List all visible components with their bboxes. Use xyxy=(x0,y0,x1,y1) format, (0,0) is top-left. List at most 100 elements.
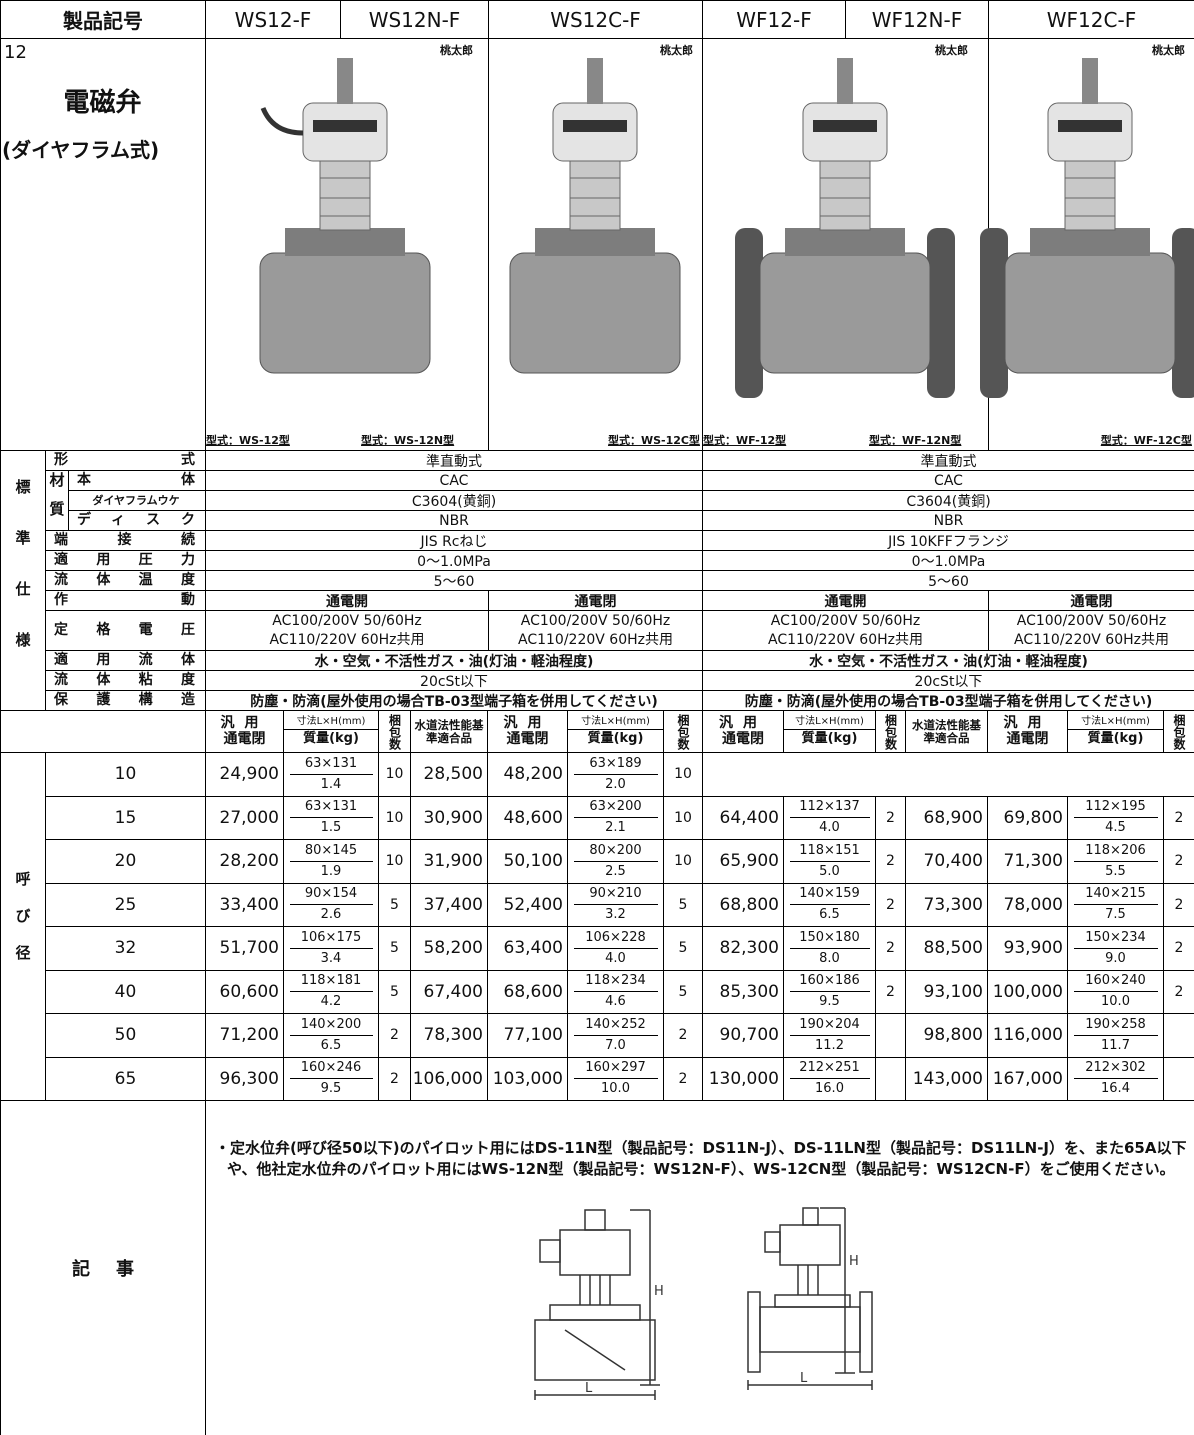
spec-value: AC100/200V 50/60Hz AC110/220V 60Hz共用 xyxy=(488,610,702,650)
page-number: 12 xyxy=(4,42,27,63)
pack-qty: 2 xyxy=(378,1013,410,1057)
price: 103,000 xyxy=(487,1056,567,1100)
price-header: 梱包数 xyxy=(875,710,905,752)
pack-qty: 2 xyxy=(1163,969,1194,1013)
mass: 4.5 xyxy=(1105,820,1126,836)
mass: 6.5 xyxy=(320,1037,342,1053)
price: 73,300 xyxy=(905,882,987,926)
spec-value: NBR xyxy=(702,510,1194,530)
dimensions: 63×131 xyxy=(289,754,373,775)
dimensions: 140×252 xyxy=(573,1015,658,1036)
spec-value-line: AC110/220V 60Hz共用 xyxy=(269,631,425,648)
mass: 6.5 xyxy=(819,907,840,923)
spec-label: 作動 xyxy=(45,590,205,610)
model-caption: 型式：WF-12型 xyxy=(703,434,787,447)
valve-shape xyxy=(927,228,955,398)
dimensions: 90×154 xyxy=(289,884,373,906)
spec-label: 定格電圧 xyxy=(45,610,205,650)
valve-shape xyxy=(785,228,905,256)
notes-cell xyxy=(205,1100,1194,1435)
mass: 9.5 xyxy=(819,994,840,1010)
valve-shape xyxy=(587,58,603,104)
spec-value: AC100/200V 50/60Hz AC110/220V 60Hz共用 xyxy=(205,610,488,650)
brand: 桃太郎 xyxy=(1152,44,1185,57)
price-header-text: 汎用 xyxy=(1003,715,1052,732)
spec-value: 通電閉 xyxy=(488,590,702,610)
price: 93,100 xyxy=(905,969,987,1013)
dim-label: L xyxy=(585,1381,593,1396)
dimensions: 150×234 xyxy=(1073,928,1158,949)
nominal-size: 40 xyxy=(45,969,205,1013)
spec-subgroup-label: 材質 xyxy=(45,470,68,530)
price: 60,600 xyxy=(205,969,283,1013)
pack-qty: 10 xyxy=(378,795,410,839)
price: 52,400 xyxy=(487,882,567,926)
mass: 4.2 xyxy=(320,994,342,1010)
spec-value-line: AC110/220V 60Hz共用 xyxy=(768,631,923,648)
dims-cell: 118×206 5.5 xyxy=(1067,839,1163,883)
price-header-text: 汎用 xyxy=(220,715,269,732)
valve-shape xyxy=(1172,228,1194,398)
spec-label: 流体粘度 xyxy=(45,670,205,690)
dimensions: 140×215 xyxy=(1073,884,1158,906)
dims-cell: 106×228 4.0 xyxy=(567,926,663,970)
price-header-text: 梱包数 xyxy=(676,713,690,750)
price: 106,000 xyxy=(410,1056,487,1100)
dims-cell: 106×175 3.4 xyxy=(283,926,378,970)
spec-value: 通電開 xyxy=(205,590,488,610)
model-name: WF12N-F xyxy=(845,0,988,38)
pack-qty: 2 xyxy=(875,926,905,970)
mass: 5.5 xyxy=(1105,863,1126,879)
pack-qty: 5 xyxy=(663,926,702,970)
spec-label: ダイヤフラムウケ xyxy=(68,490,205,510)
price: 51,700 xyxy=(205,926,283,970)
spec-value: CAC xyxy=(702,470,1194,490)
spec-value: JIS Rcねじ xyxy=(205,530,702,550)
pack-qty: 2 xyxy=(1163,882,1194,926)
valve-shape xyxy=(735,228,763,398)
valve-photos xyxy=(259,58,1194,398)
pack-qty: 10 xyxy=(378,839,410,883)
price: 63,400 xyxy=(487,926,567,970)
price-header-text: 質量(kg) xyxy=(303,731,359,747)
spec-value: 5～60 xyxy=(702,570,1194,590)
nominal-size: 20 xyxy=(45,839,205,883)
dims-cell: 160×297 10.0 xyxy=(567,1056,663,1100)
valve-shape xyxy=(1065,177,1115,217)
price-header: 寸法L×H(mm) 質量(kg) xyxy=(283,710,378,752)
nominal-size: 10 xyxy=(45,752,205,796)
dims-cell: 150×180 8.0 xyxy=(783,926,875,970)
nominal-size: 15 xyxy=(45,795,205,839)
spec-value: 20cSt以下 xyxy=(702,670,1194,690)
spec-label: 適用流体 xyxy=(45,650,205,670)
price-header-text: 寸法L×H(mm) xyxy=(568,716,663,731)
price-header: 汎用 通電閉 xyxy=(702,710,783,752)
photo-cell xyxy=(205,38,488,450)
price-header-text: 通電閉 xyxy=(722,730,764,747)
price-header-text: 質量(kg) xyxy=(801,731,858,747)
dimensions: 112×137 xyxy=(789,797,870,819)
empty-cell xyxy=(702,752,1194,796)
dim-label: H xyxy=(654,1284,664,1299)
model-name: WS12-F xyxy=(205,0,340,38)
price: 48,600 xyxy=(487,795,567,839)
mass: 1.9 xyxy=(320,863,342,879)
price-header: 梱包数 xyxy=(663,710,702,752)
spec-label: 形式 xyxy=(45,450,205,470)
price: 70,400 xyxy=(905,839,987,883)
price-header: 汎用 通電閉 xyxy=(987,710,1067,752)
spec-label: 適用圧力 xyxy=(45,550,205,570)
spec-value-line: AC100/200V 50/60Hz xyxy=(520,612,671,629)
dims-cell: 80×200 2.5 xyxy=(567,839,663,883)
price: 90,700 xyxy=(702,1013,783,1057)
price: 71,300 xyxy=(987,839,1067,883)
mass: 3.4 xyxy=(320,950,342,966)
spec-value: CAC xyxy=(205,470,702,490)
mass: 11.2 xyxy=(815,1037,844,1053)
price-header-text: 質量(kg) xyxy=(587,731,644,747)
price-header: 梱包数 xyxy=(378,710,410,752)
valve-shape xyxy=(1030,228,1150,256)
mass: 2.5 xyxy=(605,863,626,879)
price-header-text: 水道法性能基準適合品 xyxy=(912,718,981,745)
spec-label: 本体 xyxy=(68,470,205,490)
